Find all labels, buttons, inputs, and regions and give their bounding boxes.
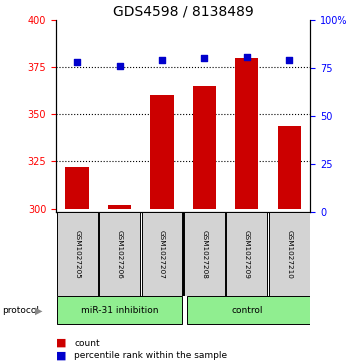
- Text: control: control: [231, 306, 262, 315]
- Text: count: count: [74, 339, 100, 347]
- Bar: [269, 212, 310, 296]
- Bar: [226, 212, 267, 296]
- Text: miR-31 inhibition: miR-31 inhibition: [81, 306, 158, 315]
- Text: GSM1027210: GSM1027210: [286, 230, 292, 278]
- Point: [74, 60, 80, 65]
- Point: [201, 56, 207, 61]
- Text: ■: ■: [56, 338, 66, 348]
- Text: ■: ■: [56, 351, 66, 361]
- Bar: [235, 58, 258, 209]
- Point: [286, 57, 292, 63]
- Text: GSM1027206: GSM1027206: [117, 230, 123, 278]
- Bar: [278, 126, 301, 209]
- Text: GSM1027208: GSM1027208: [201, 230, 208, 278]
- Bar: [57, 212, 97, 296]
- Bar: [150, 95, 174, 209]
- Text: GSM1027205: GSM1027205: [74, 230, 80, 278]
- Text: ▶: ▶: [35, 305, 43, 315]
- Point: [159, 57, 165, 63]
- Bar: [187, 297, 313, 324]
- Point: [117, 63, 122, 69]
- Bar: [108, 205, 131, 209]
- Text: GSM1027209: GSM1027209: [244, 230, 250, 278]
- Bar: [57, 297, 182, 324]
- Point: [244, 54, 250, 60]
- Bar: [99, 212, 140, 296]
- Title: GDS4598 / 8138489: GDS4598 / 8138489: [113, 5, 253, 19]
- Text: GSM1027207: GSM1027207: [159, 230, 165, 278]
- Text: percentile rank within the sample: percentile rank within the sample: [74, 351, 227, 360]
- Bar: [193, 86, 216, 209]
- Text: protocol: protocol: [2, 306, 39, 315]
- Bar: [184, 212, 225, 296]
- Bar: [142, 212, 182, 296]
- Bar: [65, 167, 89, 209]
